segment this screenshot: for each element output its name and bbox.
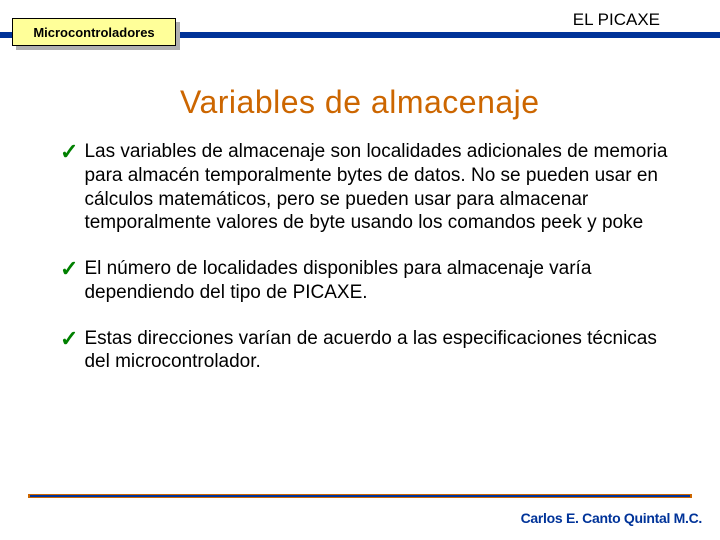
content-area: ✓ Las variables de almacenaje son locali…	[60, 140, 680, 396]
check-icon: ✓	[60, 140, 78, 164]
footer-line-inner	[30, 495, 690, 497]
bullet-item: ✓ El número de localidades disponibles p…	[60, 257, 680, 305]
bullet-text: Estas direcciones varían de acuerdo a la…	[84, 327, 680, 375]
bullet-text: El número de localidades disponibles par…	[84, 257, 680, 305]
check-icon: ✓	[60, 257, 78, 281]
bullet-item: ✓ Estas direcciones varían de acuerdo a …	[60, 327, 680, 375]
bullet-text: Las variables de almacenaje son localida…	[84, 140, 680, 235]
header-label-box: Microcontroladores	[12, 18, 176, 46]
check-icon: ✓	[60, 327, 78, 351]
header-right-text: EL PICAXE	[573, 10, 660, 30]
slide-title: Variables de almacenaje	[180, 84, 540, 121]
header-label-text: Microcontroladores	[33, 25, 154, 40]
footer-author: Carlos E. Canto Quintal M.C.	[521, 510, 702, 526]
bullet-item: ✓ Las variables de almacenaje son locali…	[60, 140, 680, 235]
